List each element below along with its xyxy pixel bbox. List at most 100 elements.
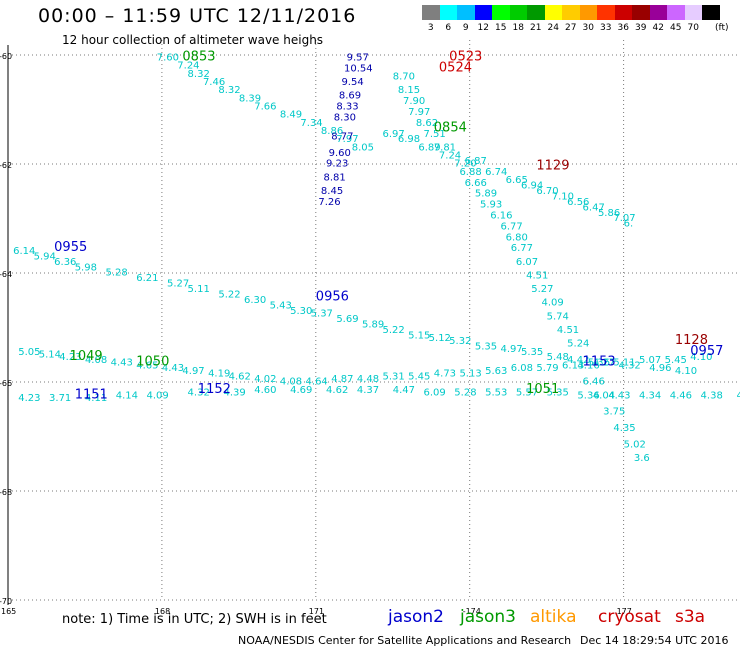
swh-value: 6.98 bbox=[398, 134, 420, 145]
swh-value: 6.66 bbox=[465, 178, 487, 189]
swh-value: 4.32 bbox=[188, 388, 210, 399]
swh-value: 4.32 bbox=[618, 360, 640, 371]
swh-value: 3.71 bbox=[49, 393, 71, 404]
lon-label: 165 bbox=[1, 607, 16, 616]
note-text: note: 1) Time is in UTC; 2) SWH is in fe… bbox=[62, 612, 327, 627]
swh-value: 5.15 bbox=[408, 330, 430, 341]
swh-value: 4.43 bbox=[162, 363, 184, 374]
swh-value: 8.30 bbox=[334, 112, 356, 123]
pass-time-label: 1152 bbox=[198, 382, 231, 397]
legend-label: 42 bbox=[652, 23, 664, 33]
swh-value: 8.77 bbox=[331, 131, 353, 142]
swh-value: 4.09 bbox=[147, 390, 169, 401]
pass-time-label: 1051 bbox=[526, 382, 559, 397]
pass-time-label: 1129 bbox=[536, 158, 569, 173]
swh-value: 5.35 bbox=[475, 341, 497, 352]
sat-cryosat: cryosat bbox=[598, 607, 661, 627]
swh-value: 5.53 bbox=[485, 388, 507, 399]
swh-value: 6.07 bbox=[516, 257, 538, 268]
swh-value: 6.77 bbox=[511, 243, 533, 254]
swh-value: 5.79 bbox=[536, 363, 558, 374]
swh-value: 9.60 bbox=[329, 148, 351, 159]
swh-value: 3.6 bbox=[634, 453, 650, 464]
swh-value: 7.90 bbox=[403, 96, 425, 107]
swh-value: 4.16 bbox=[577, 360, 599, 371]
swh-value: 6.80 bbox=[506, 232, 528, 243]
swh-value: 8.69 bbox=[339, 91, 361, 102]
swh-value: 6.74 bbox=[485, 167, 507, 178]
swh-value: 8.15 bbox=[398, 85, 420, 96]
swh-value: 6.08 bbox=[511, 363, 533, 374]
swh-value: 9.54 bbox=[341, 77, 363, 88]
pass-time-label: 1153 bbox=[583, 355, 616, 370]
swh-value: 4.11 bbox=[85, 393, 107, 404]
swh-value: 7.66 bbox=[254, 102, 276, 113]
swh-value: 8.33 bbox=[336, 102, 358, 113]
legend-label: 3 bbox=[427, 23, 434, 33]
swh-value: 5.69 bbox=[336, 314, 358, 325]
swh-value: 6.89 bbox=[418, 142, 440, 153]
swh-value: 6.46 bbox=[583, 377, 605, 388]
swh-value: 5.98 bbox=[75, 262, 97, 273]
swh-value: 4.23 bbox=[18, 393, 40, 404]
legend-swatch bbox=[527, 5, 545, 20]
swh-value: 4.04 bbox=[593, 390, 615, 401]
swh-value: 4.23 bbox=[59, 352, 81, 363]
swh-value: 8.86 bbox=[321, 126, 343, 137]
swh-value: 7.24 bbox=[177, 61, 199, 72]
swh-value: 6.30 bbox=[244, 295, 266, 306]
legend-label: 30 bbox=[582, 23, 594, 33]
lat-label: -68 bbox=[0, 488, 12, 497]
legend-swatch bbox=[649, 5, 667, 20]
swh-value: 4.27 bbox=[593, 358, 615, 369]
swh-value: 5.43 bbox=[270, 300, 292, 311]
swh-value: 4.65 bbox=[136, 360, 158, 371]
swh-value: 8.32 bbox=[218, 85, 240, 96]
swh-value: 3.75 bbox=[603, 407, 625, 418]
lon-label: -174 bbox=[463, 607, 481, 616]
swh-value: 4.38 bbox=[701, 390, 723, 401]
swh-value: 5.36 bbox=[588, 358, 610, 369]
legend-label: 39 bbox=[635, 23, 647, 33]
swh-value: 8.62 bbox=[416, 118, 438, 129]
swh-value: 7.97 bbox=[408, 107, 430, 118]
swh-value: 8.45 bbox=[321, 186, 343, 197]
swh-value: 5.36 bbox=[577, 390, 599, 401]
swh-value: 6.36 bbox=[54, 257, 76, 268]
pass-time-label: 1128 bbox=[675, 333, 708, 348]
legend-label: 24 bbox=[547, 23, 559, 33]
swh-value: 5.45 bbox=[408, 371, 430, 382]
swh-value: 4.35 bbox=[613, 423, 635, 434]
swh-value: 4.73 bbox=[434, 369, 456, 380]
swh-value: 4.37 bbox=[357, 385, 379, 396]
swh-value: 5.13 bbox=[459, 369, 481, 380]
swh-value: 5.07 bbox=[639, 355, 661, 366]
swh-value: 5.24 bbox=[567, 339, 589, 350]
footer-date: Dec 14 18:29:54 UTC 2016 bbox=[580, 634, 729, 647]
swh-value: 8.70 bbox=[393, 72, 415, 83]
swh-value: 7.81 bbox=[434, 142, 456, 153]
swh-value: 6.87 bbox=[465, 156, 487, 167]
swh-value: 4.10 bbox=[690, 352, 712, 363]
legend-label: 18 bbox=[512, 23, 524, 33]
legend-swatch bbox=[632, 5, 650, 20]
swh-value: 5.27 bbox=[167, 279, 189, 290]
pass-time-label: 0854 bbox=[434, 120, 467, 135]
sat-altika: altika bbox=[530, 607, 577, 627]
footer-agency: NOAA/NESDIS Center for Satellite Applica… bbox=[238, 634, 572, 647]
swh-value: 6.97 bbox=[382, 129, 404, 140]
pass-time-label: 1151 bbox=[75, 387, 108, 402]
lat-label: -60 bbox=[0, 52, 12, 61]
pass-time-label: 0524 bbox=[439, 60, 472, 75]
pass-time-label: 0853 bbox=[182, 49, 215, 64]
swh-value: 4.62 bbox=[326, 385, 348, 396]
swh-value: 6.13 bbox=[562, 360, 584, 371]
legend-swatch bbox=[702, 5, 720, 20]
pass-time-label: 1050 bbox=[136, 355, 169, 370]
swh-value: 4.64 bbox=[306, 377, 328, 388]
pass-time-label: 0956 bbox=[316, 289, 349, 304]
legend-swatch bbox=[544, 5, 562, 20]
swh-value: 5.11 bbox=[188, 284, 210, 295]
legend-unit: (ft) bbox=[715, 23, 729, 33]
